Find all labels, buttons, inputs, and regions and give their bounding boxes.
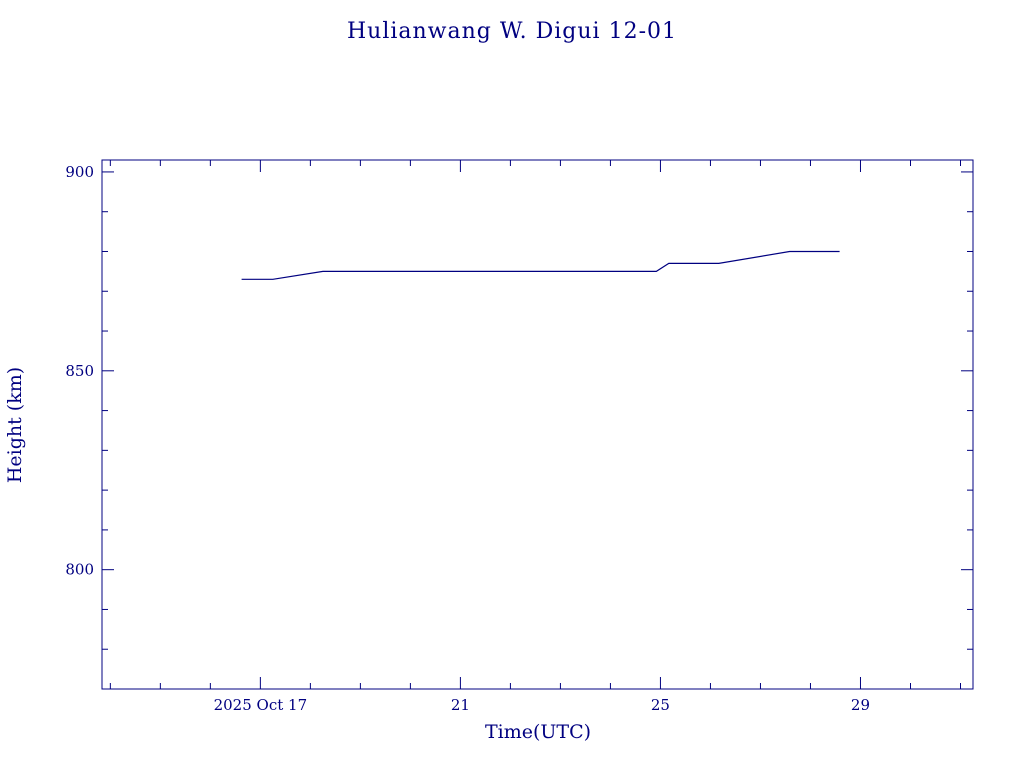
x-axis-label: Time(UTC) — [485, 721, 591, 743]
chart-title: Hulianwang W. Digui 12-01 — [347, 19, 677, 44]
height-series-line — [241, 250, 840, 280]
y-axis-tick-labels: 800 850 900 — [65, 163, 94, 579]
plot-frame — [101, 159, 974, 690]
x-tick-label: 2025 Oct 17 — [214, 696, 308, 714]
x-tick-label: 25 — [651, 696, 670, 714]
y-tick-label: 800 — [65, 561, 94, 579]
y-tick-label: 850 — [65, 362, 94, 380]
y-axis-ticks — [102, 171, 973, 690]
x-tick-label: 21 — [451, 696, 470, 714]
y-tick-label: 900 — [65, 163, 94, 181]
y-axis-label: Height (km) — [4, 367, 26, 483]
x-axis-tick-labels: 2025 Oct 17 21 25 29 — [214, 696, 870, 714]
x-axis-ticks — [109, 160, 961, 689]
x-tick-label: 29 — [851, 696, 870, 714]
